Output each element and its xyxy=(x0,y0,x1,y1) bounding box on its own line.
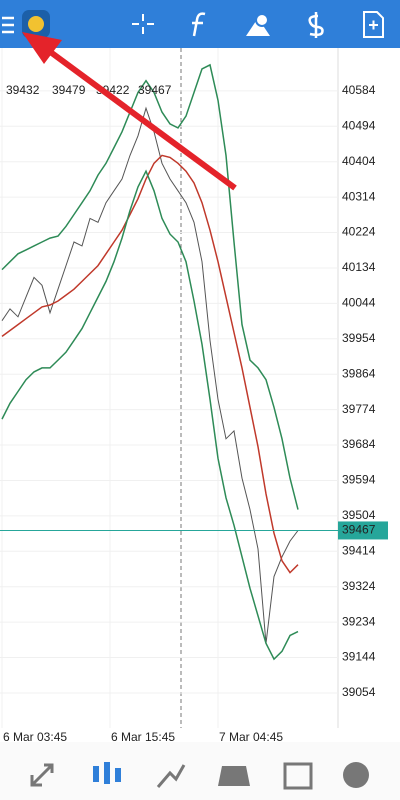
data-window-value: 39432 xyxy=(6,83,40,97)
y-tick-label: 39954 xyxy=(342,331,376,345)
chat-tab[interactable] xyxy=(343,762,369,788)
menu-icon[interactable] xyxy=(2,16,14,34)
objects-icon-circle xyxy=(255,13,269,27)
series-line xyxy=(1,106,299,644)
y-tick-label: 40404 xyxy=(342,154,376,168)
x-tick-label: 6 Mar 15:45 xyxy=(111,730,175,744)
y-tick-label: 40044 xyxy=(342,296,376,310)
x-tick-label: 7 Mar 04:45 xyxy=(219,730,283,744)
y-tick-label: 39594 xyxy=(342,473,376,487)
trade-tab[interactable] xyxy=(156,764,186,788)
crosshair-icon[interactable] xyxy=(132,14,154,34)
bottom-nav xyxy=(0,742,400,800)
y-tick-label: 39054 xyxy=(342,685,376,699)
y-tick-label: 40134 xyxy=(342,260,376,274)
x-tick-label: 6 Mar 03:45 xyxy=(3,730,67,744)
last-price-box xyxy=(338,521,388,540)
app-icon-logo xyxy=(28,16,44,32)
arrow-head xyxy=(22,32,62,64)
y-tick-label: 40314 xyxy=(342,189,376,203)
y-tick-label: 39414 xyxy=(342,543,376,557)
series-line xyxy=(1,169,299,661)
arrow-shaft xyxy=(43,45,237,191)
new-icon[interactable] xyxy=(363,11,384,38)
y-tick-label: 39144 xyxy=(342,650,376,664)
y-tick-label: 40224 xyxy=(342,225,376,239)
y-tick-label: 39684 xyxy=(342,437,376,451)
indicator-icon[interactable] xyxy=(192,12,206,37)
y-tick-label: 39324 xyxy=(342,579,376,593)
news-tab[interactable] xyxy=(283,762,313,790)
data-window-value: 39479 xyxy=(52,83,86,97)
series-line xyxy=(1,63,299,510)
symbol-icon[interactable] xyxy=(308,12,324,38)
y-tick-label: 39774 xyxy=(342,402,376,416)
quotes-tab[interactable] xyxy=(30,763,54,787)
y-tick-label: 39234 xyxy=(342,614,376,628)
chart-area xyxy=(0,48,400,728)
objects-icon[interactable] xyxy=(246,18,270,36)
history-tab[interactable] xyxy=(218,766,250,786)
data-window-value: 39467 xyxy=(138,83,172,97)
series-line xyxy=(1,154,299,574)
y-tick-label: 40494 xyxy=(342,118,376,132)
y-tick-label: 40584 xyxy=(342,83,376,97)
last-price-label: 39467 xyxy=(342,523,376,537)
y-tick-label: 39504 xyxy=(342,508,376,522)
chart-tab[interactable] xyxy=(93,762,121,784)
y-tick-label: 39864 xyxy=(342,366,376,380)
